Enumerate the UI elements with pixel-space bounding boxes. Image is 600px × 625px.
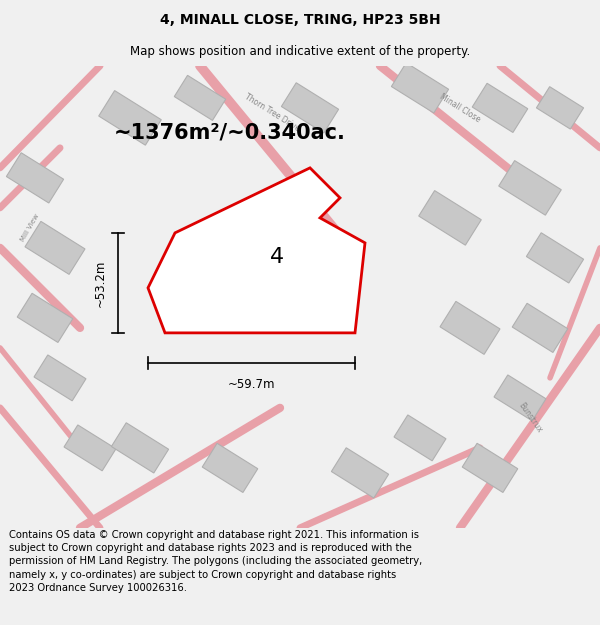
Text: 4: 4 [270,247,284,267]
Polygon shape [99,91,161,145]
Polygon shape [419,191,481,245]
Text: Map shows position and indicative extent of the property.: Map shows position and indicative extent… [130,45,470,58]
Polygon shape [148,168,365,333]
Text: Minall Close: Minall Close [438,92,482,124]
Polygon shape [174,76,226,121]
Text: ~53.2m: ~53.2m [94,259,107,306]
Polygon shape [391,62,449,113]
Text: ~59.7m: ~59.7m [228,378,275,391]
Polygon shape [494,375,546,421]
Text: Thorn Tree Drive: Thorn Tree Drive [243,92,301,134]
Polygon shape [394,415,446,461]
Polygon shape [499,161,561,215]
Polygon shape [34,355,86,401]
Polygon shape [472,83,528,132]
Polygon shape [526,232,584,283]
Polygon shape [64,425,116,471]
Polygon shape [202,443,258,493]
Polygon shape [17,293,73,343]
Polygon shape [7,152,64,203]
Polygon shape [536,87,584,129]
Polygon shape [281,82,338,133]
Polygon shape [112,422,169,473]
Polygon shape [462,443,518,493]
Text: Bunstrux: Bunstrux [517,401,544,434]
Polygon shape [25,221,85,274]
Polygon shape [512,303,568,352]
Text: Mill View: Mill View [20,213,40,243]
Text: Contains OS data © Crown copyright and database right 2021. This information is
: Contains OS data © Crown copyright and d… [9,530,422,593]
Polygon shape [440,301,500,354]
Text: HW: HW [323,192,337,204]
Polygon shape [331,448,389,498]
Text: ~1376m²/~0.340ac.: ~1376m²/~0.340ac. [114,123,346,143]
Text: 4, MINALL CLOSE, TRING, HP23 5BH: 4, MINALL CLOSE, TRING, HP23 5BH [160,12,440,27]
